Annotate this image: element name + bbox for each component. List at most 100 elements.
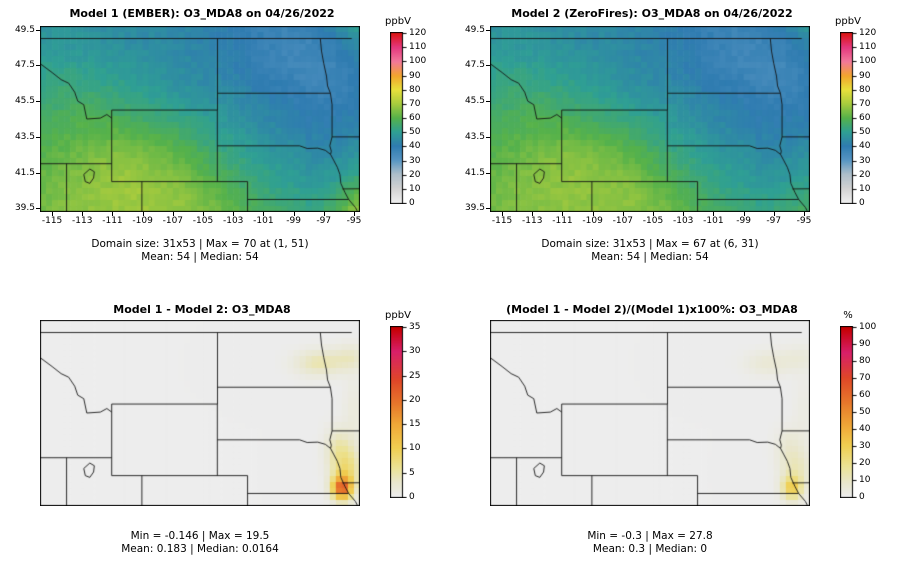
y-tick-label: 39.5 — [464, 203, 485, 214]
caption-line2: Mean: 0.183 | Median: 0.0164 — [121, 543, 279, 555]
stats-caption: Domain size: 31x53 | Max = 67 at (6, 31)… — [478, 238, 822, 264]
colorbar-model2 — [840, 32, 857, 204]
colorbar-percent-difference — [840, 326, 857, 498]
caption-line1: Domain size: 31x53 | Max = 67 at (6, 31) — [541, 238, 759, 250]
x-tick-label: -99 — [286, 216, 301, 226]
panel-title: Model 1 (EMBER): O3_MDA8 on 04/26/2022 — [69, 7, 335, 20]
x-tick-mark — [592, 212, 594, 216]
x-tick-label: -109 — [132, 216, 153, 226]
y-tick-label: 41.5 — [14, 167, 35, 178]
x-tick-label: -113 — [72, 216, 93, 226]
x-tick-mark — [622, 212, 624, 216]
x-tick-mark — [532, 212, 534, 216]
axis-overlay: 0 10 20 30 40 50 60 70 80 90 100 110 120 -115 -113 -111… — [0, 0, 450, 289]
panel-title: (Model 1 - Model 2)/(Model 1)x100%: O3_M… — [506, 303, 798, 316]
colorbar-tick-label: 70 — [859, 98, 871, 109]
panel-title: Model 1 - Model 2: O3_MDA8 — [113, 303, 291, 316]
panel-percent-difference: (Model 1 - Model 2)/(Model 1)x100%: O3_M… — [450, 290, 900, 579]
colorbar-tick-label: 10 — [409, 183, 421, 194]
colorbar-tick-label: 30 — [409, 155, 421, 166]
colorbar-tick-label: 10 — [859, 475, 871, 485]
x-tick-mark — [803, 212, 805, 216]
colorbar-tick-label: 90 — [409, 70, 421, 81]
x-tick-mark — [562, 212, 564, 216]
y-tick-mark — [486, 101, 490, 103]
x-tick-label: -105 — [192, 216, 214, 226]
panel-model2: Model 2 (ZeroFires): O3_MDA8 on 04/26/20… — [450, 0, 900, 289]
stats-caption: Min = -0.146 | Max = 19.5 Mean: 0.183 | … — [28, 530, 372, 556]
x-tick-mark — [142, 212, 144, 216]
x-tick-label: -111 — [552, 216, 573, 226]
x-tick-label: -101 — [253, 216, 274, 226]
x-tick-mark — [653, 212, 655, 216]
colorbar-tick-label: 80 — [859, 84, 871, 95]
x-tick-mark — [323, 212, 325, 216]
x-tick-label: -115 — [41, 216, 63, 226]
colorbar-tick-label: 80 — [409, 84, 421, 95]
y-tick-mark — [36, 65, 40, 67]
y-tick-label: 47.5 — [464, 60, 485, 71]
y-tick-label: 43.5 — [14, 131, 35, 142]
colorbar-tick-label: 0 — [409, 492, 415, 502]
colorbar-tick-label: 90 — [859, 339, 871, 349]
colorbar-unit-label: ppbV — [835, 16, 861, 27]
x-tick-label: -115 — [491, 216, 513, 226]
colorbar-tick-label: 100 — [859, 56, 877, 67]
colorbar-tick-label: 25 — [409, 370, 421, 381]
colorbar-tick-label: 15 — [409, 419, 421, 430]
colorbar-tick-label: 120 — [409, 28, 427, 38]
colorbar-tick-label: 120 — [859, 28, 877, 38]
colorbar-tick-label: 10 — [859, 183, 871, 194]
y-tick-label: 43.5 — [464, 131, 485, 142]
colorbar-tick-label: 35 — [409, 322, 421, 332]
x-tick-label: -103 — [222, 216, 244, 226]
colorbar-tick-label: 40 — [409, 141, 421, 152]
colorbar-tick-label: 50 — [859, 407, 871, 417]
colorbar-tick-label: 0 — [859, 198, 865, 208]
colorbar-model1 — [390, 32, 407, 204]
colorbar-unit-label: ppbV — [385, 16, 411, 27]
x-tick-label: -109 — [582, 216, 603, 226]
panel-model1: Model 1 (EMBER): O3_MDA8 on 04/26/2022 p… — [0, 0, 450, 289]
stats-caption: Min = -0.3 | Max = 27.8 Mean: 0.3 | Medi… — [478, 530, 822, 556]
y-tick-label: 49.5 — [14, 24, 35, 35]
y-tick-mark — [486, 208, 490, 210]
colorbar-tick-label: 100 — [409, 56, 427, 67]
y-tick-label: 39.5 — [14, 203, 35, 214]
x-tick-label: -101 — [703, 216, 724, 226]
caption-line2: Mean: 54 | Median: 54 — [591, 251, 709, 263]
colorbar-tick-label: 70 — [859, 373, 871, 383]
x-tick-mark — [263, 212, 265, 216]
colorbar-tick-label: 50 — [859, 127, 871, 138]
x-tick-label: -97 — [316, 216, 332, 226]
caption-line2: Mean: 0.3 | Median: 0 — [592, 543, 708, 555]
x-tick-label: -99 — [736, 216, 751, 226]
panel-difference: Model 1 - Model 2: O3_MDA8 ppbV Min = -0… — [0, 290, 450, 579]
colorbar-tick-label: 60 — [859, 113, 871, 123]
x-tick-label: -103 — [672, 216, 694, 226]
x-tick-mark — [203, 212, 205, 216]
colorbar-tick-label: 70 — [409, 98, 421, 109]
y-tick-mark — [36, 208, 40, 210]
caption-line2: Mean: 54 | Median: 54 — [141, 251, 259, 263]
caption-line1: Min = -0.146 | Max = 19.5 — [130, 530, 270, 542]
x-tick-mark — [112, 212, 114, 216]
x-tick-mark — [353, 212, 355, 216]
colorbar-unit-label: ppbV — [385, 310, 411, 321]
x-tick-mark — [713, 212, 715, 216]
caption-line1: Domain size: 31x53 | Max = 70 at (1, 51) — [91, 238, 309, 250]
x-tick-label: -107 — [162, 216, 184, 226]
map-canvas-percent-difference — [490, 320, 810, 506]
colorbar-tick-label: 20 — [409, 394, 421, 405]
x-tick-mark — [502, 212, 504, 216]
colorbar-tick-label: 30 — [409, 346, 421, 357]
colorbar-tick-label: 100 — [859, 322, 877, 332]
y-tick-label: 49.5 — [464, 24, 485, 35]
y-tick-label: 41.5 — [464, 167, 485, 178]
x-tick-mark — [52, 212, 54, 216]
x-tick-label: -111 — [102, 216, 123, 226]
x-tick-mark — [293, 212, 295, 216]
colorbar-tick-label: 50 — [409, 127, 421, 138]
colorbar-tick-label: 40 — [859, 424, 871, 434]
